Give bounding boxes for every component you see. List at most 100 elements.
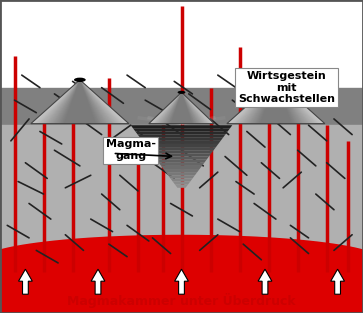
Polygon shape (50, 80, 110, 124)
Polygon shape (252, 80, 300, 124)
Polygon shape (131, 125, 232, 128)
Bar (0, 88, 363, 125)
Polygon shape (159, 92, 204, 124)
Polygon shape (167, 92, 196, 124)
Polygon shape (42, 80, 118, 124)
Polygon shape (91, 269, 105, 294)
Polygon shape (159, 163, 204, 166)
Polygon shape (57, 80, 103, 124)
Polygon shape (175, 269, 188, 294)
Polygon shape (31, 80, 129, 124)
Polygon shape (253, 80, 299, 124)
Polygon shape (145, 144, 218, 147)
Polygon shape (46, 80, 114, 124)
Ellipse shape (270, 78, 282, 82)
Polygon shape (163, 92, 200, 124)
Polygon shape (162, 92, 201, 124)
Polygon shape (242, 80, 310, 124)
Polygon shape (158, 92, 205, 124)
Polygon shape (331, 269, 344, 294)
Polygon shape (52, 80, 108, 124)
Polygon shape (133, 128, 230, 131)
Polygon shape (40, 80, 119, 124)
Text: Wirtsgestein
mit
Schwachstellen: Wirtsgestein mit Schwachstellen (238, 71, 335, 104)
Polygon shape (34, 80, 126, 124)
Ellipse shape (178, 91, 185, 94)
Polygon shape (163, 92, 200, 124)
Polygon shape (36, 80, 123, 124)
Polygon shape (175, 185, 188, 188)
Polygon shape (155, 92, 208, 124)
Polygon shape (228, 80, 323, 124)
Polygon shape (170, 92, 193, 124)
Polygon shape (260, 80, 292, 124)
Polygon shape (56, 80, 104, 124)
Polygon shape (258, 80, 293, 124)
Polygon shape (152, 153, 211, 156)
Polygon shape (149, 92, 214, 124)
Polygon shape (64, 80, 96, 124)
Polygon shape (231, 80, 321, 124)
Polygon shape (169, 92, 194, 124)
Polygon shape (60, 80, 100, 124)
Polygon shape (163, 169, 200, 172)
Polygon shape (151, 92, 212, 124)
Polygon shape (234, 80, 318, 124)
Polygon shape (254, 80, 297, 124)
Polygon shape (164, 92, 199, 124)
Polygon shape (43, 80, 117, 124)
Bar (0, 260, 363, 313)
Polygon shape (243, 80, 309, 124)
Polygon shape (238, 80, 314, 124)
Polygon shape (257, 80, 295, 124)
Polygon shape (170, 178, 193, 182)
Polygon shape (138, 135, 225, 138)
Polygon shape (173, 182, 190, 185)
Ellipse shape (0, 235, 363, 285)
Polygon shape (160, 92, 203, 124)
Polygon shape (249, 80, 303, 124)
Polygon shape (35, 80, 125, 124)
Polygon shape (239, 80, 313, 124)
Polygon shape (168, 175, 195, 178)
Polygon shape (39, 80, 121, 124)
Ellipse shape (74, 78, 86, 82)
Polygon shape (245, 80, 307, 124)
Polygon shape (58, 80, 101, 124)
Polygon shape (256, 80, 296, 124)
Polygon shape (161, 166, 202, 169)
Polygon shape (250, 80, 302, 124)
Polygon shape (53, 80, 107, 124)
Polygon shape (235, 80, 317, 124)
Polygon shape (142, 141, 221, 144)
Polygon shape (152, 92, 211, 124)
Polygon shape (45, 80, 115, 124)
Text: Magma-
gang: Magma- gang (106, 139, 156, 161)
Polygon shape (156, 160, 207, 163)
Bar (0, 125, 363, 313)
Polygon shape (227, 80, 325, 124)
Polygon shape (150, 150, 213, 153)
Polygon shape (135, 131, 228, 135)
Polygon shape (147, 147, 216, 150)
Polygon shape (156, 92, 207, 124)
Polygon shape (166, 172, 197, 175)
Polygon shape (166, 92, 197, 124)
Polygon shape (47, 80, 113, 124)
Polygon shape (152, 92, 211, 124)
Polygon shape (154, 92, 209, 124)
Polygon shape (168, 92, 195, 124)
Polygon shape (157, 92, 206, 124)
Polygon shape (246, 80, 306, 124)
Polygon shape (49, 80, 111, 124)
Polygon shape (19, 269, 32, 294)
Polygon shape (154, 156, 209, 160)
Polygon shape (258, 269, 272, 294)
Polygon shape (32, 80, 127, 124)
Polygon shape (165, 92, 198, 124)
Polygon shape (140, 138, 223, 141)
Polygon shape (248, 80, 304, 124)
Polygon shape (61, 80, 99, 124)
Polygon shape (230, 80, 322, 124)
Polygon shape (0, 125, 363, 260)
